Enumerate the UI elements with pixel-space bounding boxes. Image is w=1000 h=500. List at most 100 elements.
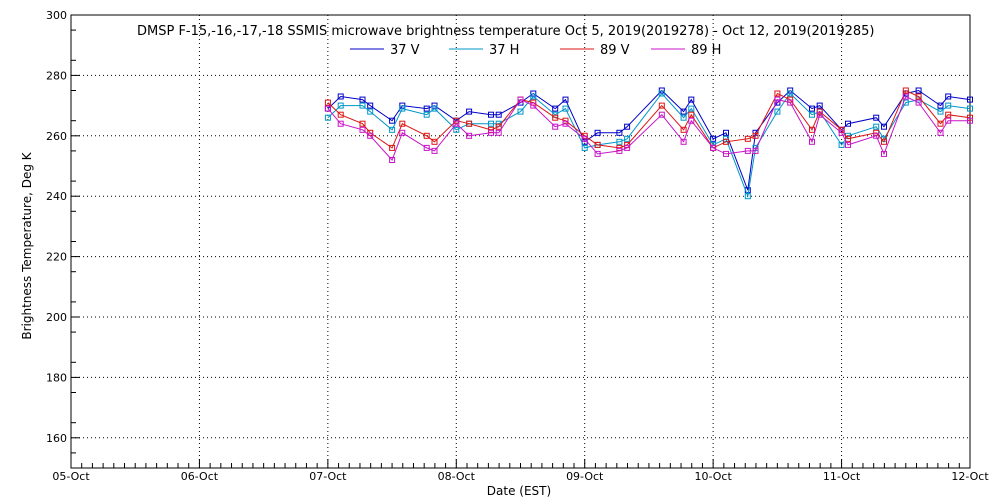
series-89-v — [324, 87, 973, 151]
data-point — [423, 105, 430, 112]
data-point — [680, 108, 687, 115]
series-line — [327, 95, 970, 161]
data-point — [431, 138, 438, 145]
data-point — [816, 102, 823, 109]
data-point — [359, 96, 366, 103]
data-point — [658, 90, 665, 97]
data-point — [466, 120, 473, 127]
data-point — [915, 99, 922, 106]
data-point — [881, 123, 887, 130]
data-point — [816, 111, 823, 118]
data-point — [431, 105, 438, 112]
data-point — [453, 126, 460, 133]
data-point — [744, 193, 751, 200]
axis-ticks — [70, 14, 971, 468]
data-point — [915, 93, 922, 100]
data-point — [937, 108, 944, 115]
data-point — [680, 138, 687, 145]
data-point — [688, 111, 695, 118]
data-point — [881, 138, 887, 145]
data-point — [658, 102, 665, 109]
x-tick-label: 11-Oct — [823, 470, 861, 483]
data-point — [552, 105, 559, 112]
legend-entry: 37 V — [350, 43, 420, 58]
data-point — [873, 123, 880, 130]
data-point — [552, 123, 559, 130]
data-point — [774, 90, 781, 97]
data-point — [466, 132, 473, 139]
series-group — [324, 87, 973, 200]
data-point — [774, 108, 781, 115]
data-point — [594, 150, 601, 157]
data-point — [710, 135, 717, 142]
data-point — [562, 120, 569, 127]
data-point — [337, 102, 344, 109]
data-point — [594, 129, 601, 136]
data-point — [752, 132, 759, 139]
legend-entry: 89 H — [651, 43, 721, 58]
data-point — [945, 117, 952, 124]
data-point — [967, 105, 973, 112]
data-point — [466, 108, 473, 115]
data-point — [530, 102, 537, 109]
tick-labels: 05-Oct 06-Oct 07-Oct 08-Oct 09-Oct 10-Oct 11-O… — [46, 9, 989, 483]
data-point — [680, 126, 687, 133]
legend: 37 V 37 H 89 V 89 H — [350, 43, 721, 58]
x-tick-label: 06-Oct — [181, 470, 219, 483]
data-point — [359, 126, 366, 133]
data-point — [594, 141, 601, 148]
data-point — [809, 105, 815, 112]
legend-entry: 89 V — [560, 43, 630, 58]
data-point — [624, 144, 631, 151]
data-point — [530, 93, 537, 100]
data-point — [562, 96, 569, 103]
y-tick-label: 160 — [46, 432, 67, 445]
data-point — [845, 141, 851, 148]
data-point — [838, 129, 845, 136]
data-point — [624, 123, 631, 130]
data-point — [389, 117, 396, 124]
data-point — [967, 96, 973, 103]
x-tick-label: 10-Oct — [694, 470, 732, 483]
x-tick-label: 12-Oct — [951, 470, 989, 483]
data-point — [324, 114, 331, 121]
data-point — [937, 129, 944, 136]
data-point — [367, 102, 374, 109]
data-point — [752, 147, 759, 154]
data-point — [845, 120, 851, 127]
data-point — [744, 135, 751, 142]
legend-entry: 37 H — [449, 43, 519, 58]
data-point — [581, 144, 588, 151]
x-tick-label: 07-Oct — [309, 470, 347, 483]
chart-title: DMSP F-15,-16,-17,-18 SSMIS microwave br… — [137, 24, 875, 39]
data-point — [495, 123, 502, 130]
legend-label: 89 H — [691, 43, 721, 58]
series-89-h — [324, 93, 973, 163]
data-point — [389, 144, 396, 151]
data-point — [337, 93, 344, 100]
legend-label: 37 V — [390, 43, 420, 58]
data-point — [873, 132, 880, 139]
y-axis-title: Brightness Temperature, Deg K — [20, 151, 34, 339]
data-point — [688, 117, 695, 124]
data-point — [495, 129, 502, 136]
data-point — [562, 105, 569, 112]
x-tick-label: 08-Oct — [438, 470, 476, 483]
data-point — [399, 120, 406, 127]
data-point — [688, 96, 695, 103]
data-point — [488, 111, 494, 118]
data-point — [431, 147, 438, 154]
y-tick-label: 300 — [46, 9, 67, 22]
data-point — [915, 87, 922, 94]
data-point — [324, 99, 331, 106]
x-axis-title: Date (EST) — [487, 484, 551, 498]
data-point — [809, 126, 815, 133]
data-point — [488, 120, 494, 127]
data-point — [517, 96, 524, 103]
series-line — [327, 89, 971, 191]
data-point — [367, 108, 374, 115]
data-point — [359, 102, 366, 109]
data-point — [423, 111, 430, 118]
series-line — [327, 89, 971, 149]
